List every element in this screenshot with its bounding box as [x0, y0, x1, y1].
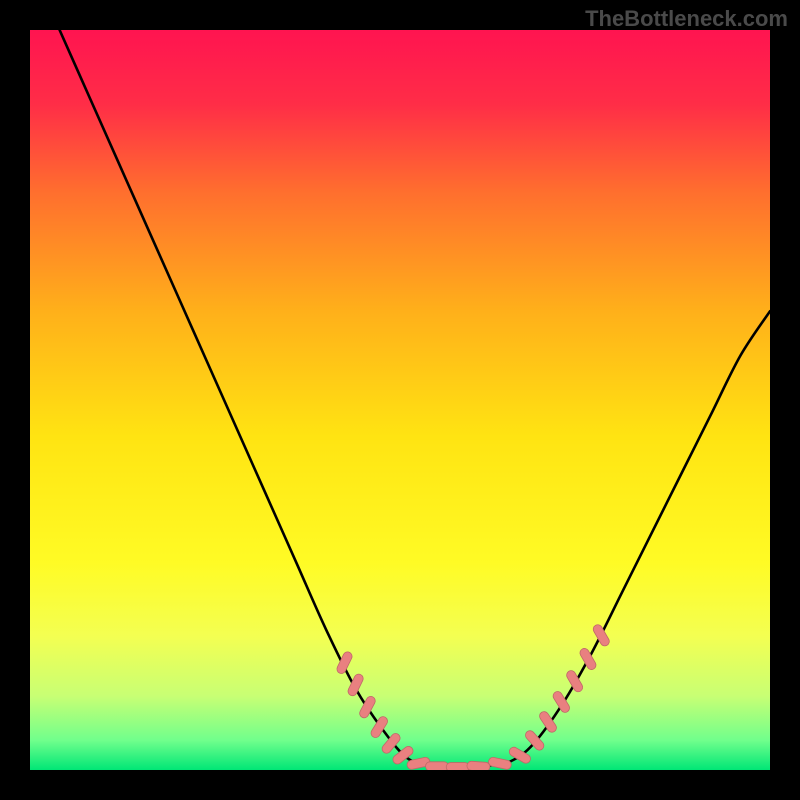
- curve-marker: [426, 762, 449, 770]
- curve-marker: [467, 761, 491, 770]
- chart-frame: TheBottleneck.com: [0, 0, 800, 800]
- plot-area: [30, 30, 770, 770]
- bottleneck-curve-chart: [30, 30, 770, 770]
- curve-marker: [446, 763, 469, 770]
- plot-background: [30, 30, 770, 770]
- watermark-text: TheBottleneck.com: [585, 6, 788, 32]
